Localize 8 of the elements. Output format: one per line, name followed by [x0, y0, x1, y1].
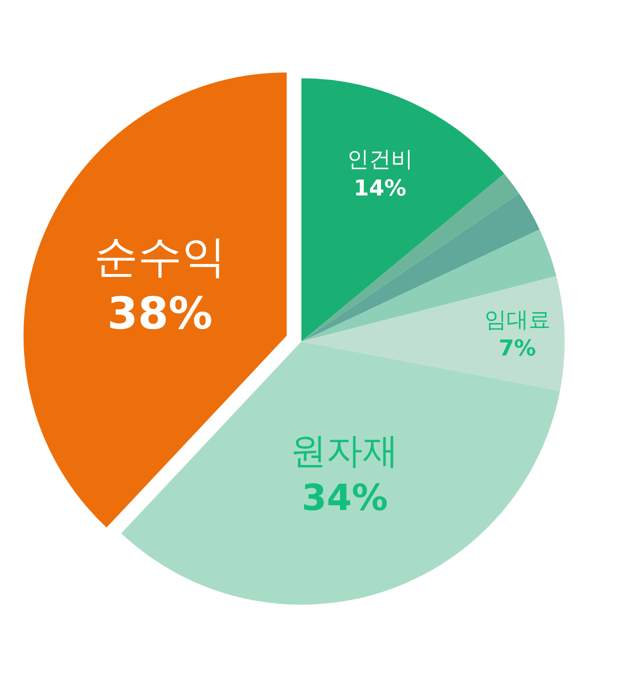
data-label: 7% — [498, 336, 536, 362]
data-label: 14% — [354, 176, 406, 202]
slice-label: 원자재 — [290, 431, 399, 472]
data-label: 34% — [302, 478, 388, 519]
data-label: 38% — [107, 288, 213, 340]
slice-label: 임대료 — [484, 308, 550, 333]
slice-label: 순수익 — [94, 231, 226, 282]
slice-label: 인건비 — [347, 148, 413, 173]
